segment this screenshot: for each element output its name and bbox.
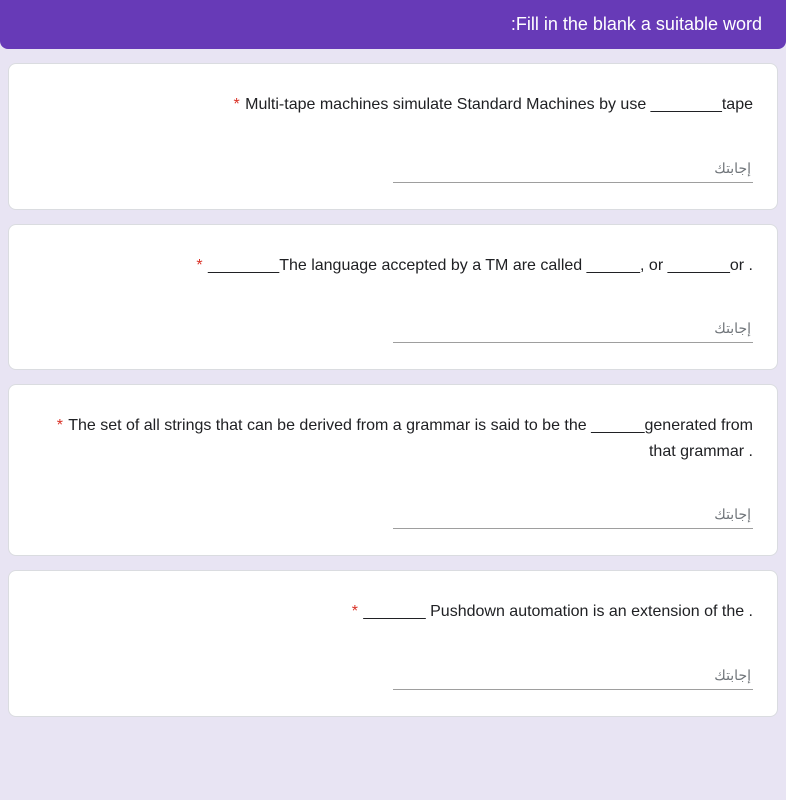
answer-input[interactable] <box>393 502 753 529</box>
answer-input[interactable] <box>393 316 753 343</box>
required-star-icon: * <box>352 603 358 620</box>
answer-row <box>33 156 753 183</box>
question-text: * ________The language accepted by a TM … <box>33 253 753 279</box>
question-card: * _______ Pushdown automation is an exte… <box>8 570 778 717</box>
section-title: Fill in the blank a suitable word: <box>511 14 762 34</box>
question-card: * The set of all strings that can be der… <box>8 384 778 556</box>
answer-row <box>33 502 753 529</box>
question-text: * _______ Pushdown automation is an exte… <box>33 599 753 625</box>
answer-row <box>33 316 753 343</box>
question-text: * The set of all strings that can be der… <box>33 413 753 464</box>
answer-input[interactable] <box>393 156 753 183</box>
required-star-icon: * <box>196 257 202 274</box>
question-label: _______ Pushdown automation is an extens… <box>363 603 753 620</box>
answer-input[interactable] <box>393 663 753 690</box>
question-card: * Multi-tape machines simulate Standard … <box>8 63 778 210</box>
form-container: Fill in the blank a suitable word: * Mul… <box>0 0 786 717</box>
answer-row <box>33 663 753 690</box>
question-card: * ________The language accepted by a TM … <box>8 224 778 371</box>
question-text: * Multi-tape machines simulate Standard … <box>33 92 753 118</box>
required-star-icon: * <box>233 96 239 113</box>
section-header: Fill in the blank a suitable word: <box>0 0 786 49</box>
question-label: Multi-tape machines simulate Standard Ma… <box>245 96 753 113</box>
required-star-icon: * <box>57 417 63 434</box>
question-label: The set of all strings that can be deriv… <box>68 417 753 460</box>
question-label: ________The language accepted by a TM ar… <box>208 257 753 274</box>
